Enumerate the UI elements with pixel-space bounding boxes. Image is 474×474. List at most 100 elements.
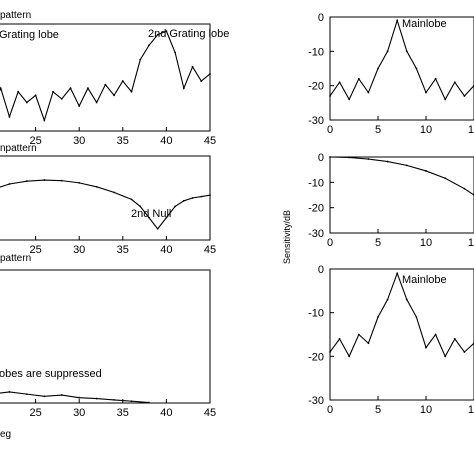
right-bottom-point-8 xyxy=(405,298,408,301)
right-bottom-panel: 0 5 10 15 0 -10 -20 -30 Mainlobe xyxy=(308,264,474,416)
right-middle-point-0 xyxy=(329,156,331,158)
right-middle-ytick-label-2: -20 xyxy=(308,203,324,215)
right-bottom-ytick-label-0: 0 xyxy=(318,264,324,276)
left-top-point-24 xyxy=(200,80,203,82)
left-middle-point-17 xyxy=(209,194,211,197)
right-top-series-line xyxy=(329,18,474,101)
left-bottom-point-6 xyxy=(95,397,98,400)
right-bottom-xtick-label-0: 0 xyxy=(327,404,333,416)
right-bottom-point-11 xyxy=(434,333,437,336)
left-top-point-10 xyxy=(78,105,81,107)
left-middle-xtick-label-1: 30 xyxy=(73,244,85,256)
right-middle-frame xyxy=(329,156,474,234)
right-top-ytick-label-1: -10 xyxy=(308,46,324,58)
left-bottom-xtick-label-0: 25 xyxy=(29,407,41,419)
right-middle-panel: 0 5 10 15 0 -10 -20 -30 xyxy=(308,152,474,249)
right-bottom-point-5 xyxy=(377,316,379,318)
left-middle-point-11 xyxy=(156,227,159,230)
left-middle-point-8 xyxy=(130,198,133,201)
right-top-xtick-label-3: 15 xyxy=(468,124,474,136)
left-top-frame xyxy=(0,23,211,132)
right-top-point-10 xyxy=(425,91,427,94)
left-top-point-11 xyxy=(87,87,89,90)
left-top-point-19 xyxy=(156,33,159,36)
right-middle-point-2 xyxy=(367,158,370,160)
left-top-xtick-label-3: 40 xyxy=(160,135,172,147)
left-middle-point-12 xyxy=(165,216,168,219)
panel-title-left-top: pattern xyxy=(0,10,31,21)
right-middle-point-4 xyxy=(405,164,408,167)
right-bottom-point-1 xyxy=(338,337,341,340)
left-top-point-22 xyxy=(182,87,185,90)
right-top-point-11 xyxy=(434,77,437,80)
right-top-point-14 xyxy=(463,95,466,97)
right-top-ytick-label-2: -20 xyxy=(308,81,324,93)
left-middle-series-line xyxy=(0,179,211,230)
left-top-point-9 xyxy=(69,87,72,90)
right-bottom-xtick-label-1: 5 xyxy=(375,404,381,416)
left-bottom-panel: 25 30 35 40 45 obes are suppressed xyxy=(0,269,216,419)
right-middle-point-7 xyxy=(463,187,466,190)
left-top-point-21 xyxy=(174,51,177,54)
panel-title-left-middle: npattern xyxy=(0,143,37,154)
right-bottom-ytick-label-1: -10 xyxy=(308,308,324,320)
right-middle-xtick-label-2: 10 xyxy=(420,237,432,249)
right-top-annotation-0: Mainlobe xyxy=(402,18,447,30)
right-bottom-point-7 xyxy=(396,272,399,275)
left-middle-point-14 xyxy=(182,199,185,202)
left-middle-point-7 xyxy=(113,191,115,194)
right-top-point-8 xyxy=(405,50,408,53)
right-middle-xtick-label-1: 5 xyxy=(375,237,381,249)
right-top-point-7 xyxy=(396,19,399,22)
left-top-point-14 xyxy=(113,94,115,97)
panel-title-left-bottom: pattern xyxy=(0,253,31,264)
left-top-panel: 25 30 35 40 45 Grating lobe 2nd Grating lobe xyxy=(0,23,229,147)
right-top-point-2 xyxy=(348,98,351,101)
right-bottom-point-6 xyxy=(386,298,389,301)
right-middle-point-6 xyxy=(444,177,447,180)
left-top-point-4 xyxy=(25,101,28,104)
bottom-axis-fragment: eg xyxy=(0,429,11,440)
left-middle-point-1 xyxy=(8,183,11,185)
right-top-ytick-label-3: -30 xyxy=(308,115,324,127)
left-top-point-23 xyxy=(191,65,194,68)
left-bottom-point-1 xyxy=(8,391,11,393)
right-top-point-12 xyxy=(444,98,447,101)
right-bottom-ytick-label-2: -20 xyxy=(308,351,324,363)
right-bottom-annotation-0: Mainlobe xyxy=(402,274,447,286)
right-middle-ytick-label-0: 0 xyxy=(318,152,324,164)
left-bottom-point-4 xyxy=(60,394,63,396)
right-top-point-9 xyxy=(415,67,418,70)
left-top-annotation-1: 2nd Grating lobe xyxy=(148,28,229,40)
left-middle-xtick-label-3: 40 xyxy=(160,244,172,256)
right-top-point-4 xyxy=(367,91,370,94)
left-middle-xtick-label-0: 25 xyxy=(29,244,41,256)
left-bottom-point-3 xyxy=(43,395,46,398)
left-top-point-25 xyxy=(209,73,211,75)
right-top-panel: 0 5 10 15 0 -10 -20 -30 Mainlobe xyxy=(308,12,474,136)
left-middle-annotation-0: 2nd Null xyxy=(131,208,171,220)
right-bottom-point-14 xyxy=(463,351,466,353)
left-top-xtick-label-1: 30 xyxy=(73,135,85,147)
left-middle-point-13 xyxy=(174,205,177,208)
right-middle-point-5 xyxy=(425,170,427,172)
left-top-point-1 xyxy=(0,87,2,90)
left-top-point-3 xyxy=(17,90,20,93)
left-top-xtick-label-0: 25 xyxy=(29,135,41,147)
right-bottom-xtick-label-2: 10 xyxy=(420,404,432,416)
left-bottom-xtick-label-1: 30 xyxy=(73,407,85,419)
left-top-point-20 xyxy=(165,30,168,33)
left-bottom-point-8 xyxy=(130,400,133,403)
left-middle-point-3 xyxy=(43,179,46,181)
right-middle-ytick-label-3: -30 xyxy=(308,228,324,240)
right-bottom-point-9 xyxy=(415,316,418,318)
right-top-point-6 xyxy=(386,50,389,53)
left-middle-point-2 xyxy=(25,180,28,183)
left-middle-point-4 xyxy=(60,179,63,182)
right-top-ytick-label-0: 0 xyxy=(318,12,324,24)
right-middle-xtick-label-0: 0 xyxy=(327,237,333,249)
left-bottom-frame xyxy=(0,269,211,404)
left-top-series-line xyxy=(0,30,211,123)
left-bottom-xtick-label-3: 40 xyxy=(160,407,172,419)
